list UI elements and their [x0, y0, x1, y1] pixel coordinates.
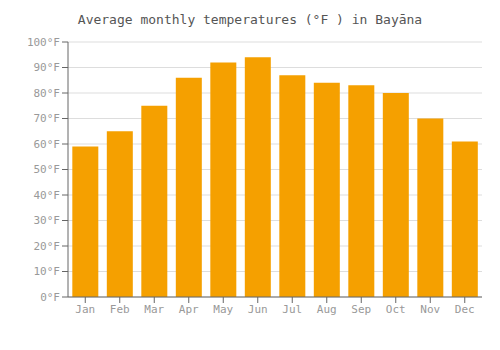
- svg-text:May: May: [213, 303, 233, 316]
- svg-text:Jan: Jan: [75, 303, 95, 316]
- svg-text:Oct: Oct: [386, 303, 406, 316]
- svg-text:70°F: 70°F: [34, 112, 61, 125]
- svg-text:50°F: 50°F: [34, 163, 61, 176]
- svg-text:40°F: 40°F: [34, 189, 61, 202]
- svg-text:60°F: 60°F: [34, 138, 61, 151]
- svg-text:Aug: Aug: [317, 303, 337, 316]
- svg-text:0°F: 0°F: [40, 291, 60, 304]
- svg-text:20°F: 20°F: [34, 240, 61, 253]
- svg-text:Mar: Mar: [144, 303, 164, 316]
- svg-text:Sep: Sep: [351, 303, 371, 316]
- svg-text:Dec: Dec: [455, 303, 475, 316]
- html-text:Average monthly temperatures (: Average monthly temperatures (°F ) in Ba…: [77, 12, 423, 27]
- svg-text:80°F: 80°F: [34, 87, 61, 100]
- svg-text:Feb: Feb: [110, 303, 130, 316]
- svg-text:Apr: Apr: [179, 303, 199, 316]
- svg-text:100°F: 100°F: [27, 36, 60, 49]
- svg-text:30°F: 30°F: [34, 214, 61, 227]
- svg-text:90°F: 90°F: [34, 61, 61, 74]
- svg-text:10°F: 10°F: [34, 265, 61, 278]
- svg-text:Jul: Jul: [282, 303, 302, 316]
- svg-text:Jun: Jun: [248, 303, 268, 316]
- svg-text:Nov: Nov: [420, 303, 440, 316]
